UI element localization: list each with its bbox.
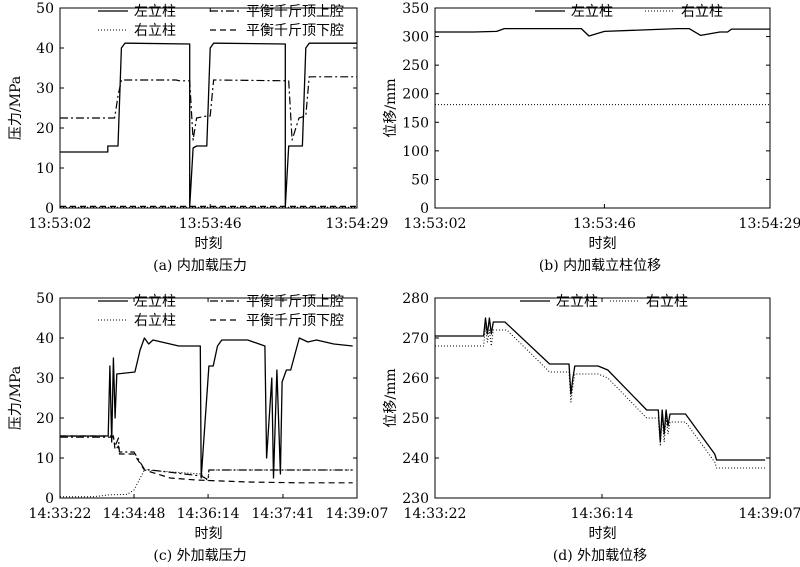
y-axis-label: 位移/mm xyxy=(383,78,399,137)
x-tick-label: 13:53:02 xyxy=(404,216,467,232)
x-tick-label: 14:34:48 xyxy=(103,506,166,522)
legend-label: 左立柱 xyxy=(556,294,598,310)
y-tick-label: 250 xyxy=(402,58,429,74)
series-line-3 xyxy=(60,76,357,141)
x-tick-label: 13:53:02 xyxy=(29,216,92,232)
legend-label: 左立柱 xyxy=(571,4,613,20)
y-tick-label: 350 xyxy=(402,1,429,17)
x-tick-label: 13:54:29 xyxy=(739,216,800,232)
y-axis-label: 位移/mm xyxy=(383,368,399,427)
panel-caption: (c) 外加载压力 xyxy=(153,548,246,564)
legend-label: 平衡千斤顶下腔 xyxy=(246,313,344,329)
y-tick-label: 0 xyxy=(420,201,429,217)
y-tick-label: 50 xyxy=(36,1,54,17)
x-tick-label: 14:39:07 xyxy=(739,506,800,522)
chart-panel-c: 0 10 20 30 40 50 14:33:22 14:34:48 14:36:14 14:37… xyxy=(8,291,388,564)
y-tick-label: 200 xyxy=(402,87,429,103)
y-tick-label: 40 xyxy=(36,41,54,57)
x-tick-label: 14:36:14 xyxy=(177,506,240,522)
series-line-1 xyxy=(60,42,357,208)
series-line-1 xyxy=(435,27,770,37)
y-tick-label: 260 xyxy=(402,371,429,387)
legend-label: 右立柱 xyxy=(134,23,176,39)
y-tick-label: 10 xyxy=(36,451,54,467)
y-tick-label: 0 xyxy=(45,201,54,217)
legend-label: 平衡千斤顶上腔 xyxy=(246,4,344,20)
legend-label: 右立柱 xyxy=(646,294,688,310)
x-axis-label: 时刻 xyxy=(195,526,223,542)
series-line-2 xyxy=(435,325,766,469)
panel-caption: (a) 内加载压力 xyxy=(153,258,247,274)
y-tick-label: 100 xyxy=(402,144,429,160)
y-tick-label: 50 xyxy=(36,291,54,307)
chart-panel-b: 0 50 100 150 200 250 300 350 13:53:02 13:53:46 13:… xyxy=(383,1,800,274)
y-tick-label: 50 xyxy=(411,172,429,188)
panel-caption: (b) 内加载立柱位移 xyxy=(539,258,661,274)
chart-panel-a: 0 10 20 30 40 50 13:53:02 13:53:46 13:54:29 时刻 压力/… xyxy=(8,1,388,274)
x-tick-label: 14:33:22 xyxy=(404,506,467,522)
y-axis-label: 压力/MPa xyxy=(8,76,24,140)
y-tick-label: 240 xyxy=(402,451,429,467)
y-tick-label: 30 xyxy=(36,371,54,387)
y-tick-label: 230 xyxy=(402,491,429,507)
panel-caption: (d) 外加载位移 xyxy=(553,548,647,564)
x-tick-label: 14:33:22 xyxy=(29,506,92,522)
y-tick-label: 0 xyxy=(45,491,54,507)
y-tick-label: 20 xyxy=(36,121,54,137)
plot-frame xyxy=(434,7,771,209)
y-tick-label: 150 xyxy=(402,115,429,131)
legend-label: 平衡千斤顶上腔 xyxy=(246,294,344,310)
x-axis-label: 时刻 xyxy=(195,236,223,252)
x-tick-label: 13:53:46 xyxy=(573,216,636,232)
x-tick-label: 14:39:07 xyxy=(326,506,389,522)
series-line-4 xyxy=(60,435,353,484)
y-tick-label: 270 xyxy=(402,331,429,347)
x-axis-label: 时刻 xyxy=(589,236,617,252)
series-line-1 xyxy=(60,337,353,479)
series-line-1 xyxy=(435,317,766,461)
y-tick-label: 250 xyxy=(402,411,429,427)
y-axis-label: 压力/MPa xyxy=(8,366,24,430)
legend-label: 右立柱 xyxy=(134,313,176,329)
x-tick-label: 14:37:41 xyxy=(252,506,315,522)
y-tick-label: 300 xyxy=(402,30,429,46)
legend-label: 左立柱 xyxy=(134,4,176,20)
series-line-3 xyxy=(60,436,353,481)
x-tick-label: 13:53:46 xyxy=(179,216,242,232)
legend-label: 平衡千斤顶下腔 xyxy=(246,23,344,39)
y-tick-label: 10 xyxy=(36,161,54,177)
y-tick-label: 40 xyxy=(36,331,54,347)
chart-panel-d: 230 240 250 260 270 280 14:33:22 14:36:14 14:39:… xyxy=(383,291,800,564)
y-tick-label: 20 xyxy=(36,411,54,427)
legend-label: 右立柱 xyxy=(681,4,723,20)
plot-frame xyxy=(59,7,358,209)
y-tick-label: 30 xyxy=(36,81,54,97)
x-axis-label: 时刻 xyxy=(589,526,617,542)
x-tick-label: 13:54:29 xyxy=(326,216,389,232)
legend-label: 左立柱 xyxy=(134,294,176,310)
x-tick-label: 14:36:14 xyxy=(571,506,634,522)
y-tick-label: 280 xyxy=(402,291,429,307)
